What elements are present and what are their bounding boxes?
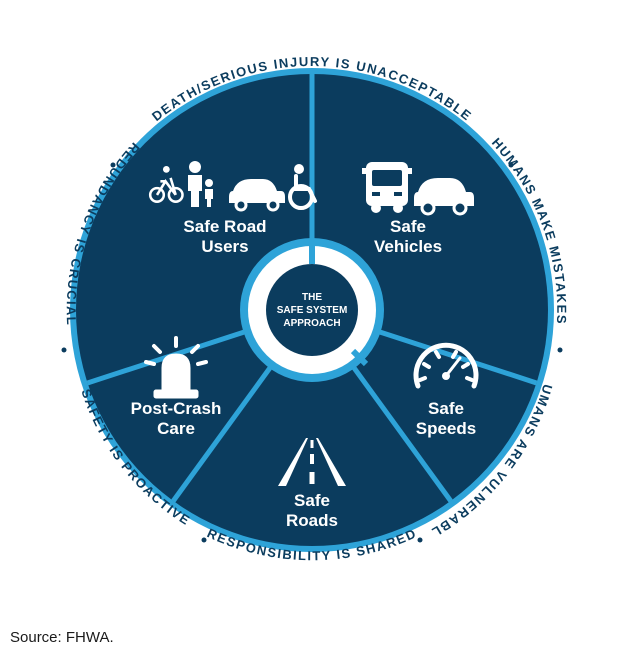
svg-text:Speeds: Speeds: [416, 419, 476, 438]
safe-system-wheel: Safe Road Users Safe Vehicles Safe Speed…: [0, 0, 624, 620]
seg-vehicles-l2: Vehicles: [374, 237, 442, 256]
seg-speeds-l1: Safe: [428, 399, 464, 418]
center-line3: APPROACH: [283, 318, 340, 329]
source-name: FHWA.: [66, 629, 114, 646]
seg-roads-l2: Roads: [286, 511, 338, 530]
center-line1: THE: [302, 292, 322, 303]
svg-text:Care: Care: [157, 419, 195, 438]
svg-text:Safe Road: Safe Road: [183, 217, 266, 236]
center-line2: SAFE SYSTEM: [277, 305, 348, 316]
svg-text:Users: Users: [201, 237, 248, 256]
seg-road-users-l2: Users: [201, 237, 248, 256]
seg-postcrash-l2: Care: [157, 419, 195, 438]
source-line: Source: FHWA.: [10, 629, 114, 646]
seg-road-users-l1: Safe Road: [183, 217, 266, 236]
seg-speeds-l2: Speeds: [416, 419, 476, 438]
wheel-svg: Safe Road Users Safe Vehicles Safe Speed…: [0, 0, 624, 620]
center-hub: THE SAFE SYSTEM APPROACH: [240, 238, 384, 382]
svg-text:Vehicles: Vehicles: [374, 237, 442, 256]
seg-vehicles-l1: Safe: [390, 217, 426, 236]
source-prefix: Source:: [10, 629, 66, 646]
seg-roads-l1: Safe: [294, 491, 330, 510]
svg-text:Safe: Safe: [294, 491, 330, 510]
svg-text:Safe: Safe: [428, 399, 464, 418]
svg-text:Safe: Safe: [390, 217, 426, 236]
svg-text:Post-Crash: Post-Crash: [131, 399, 222, 418]
svg-text:Roads: Roads: [286, 511, 338, 530]
seg-postcrash-l1: Post-Crash: [131, 399, 222, 418]
